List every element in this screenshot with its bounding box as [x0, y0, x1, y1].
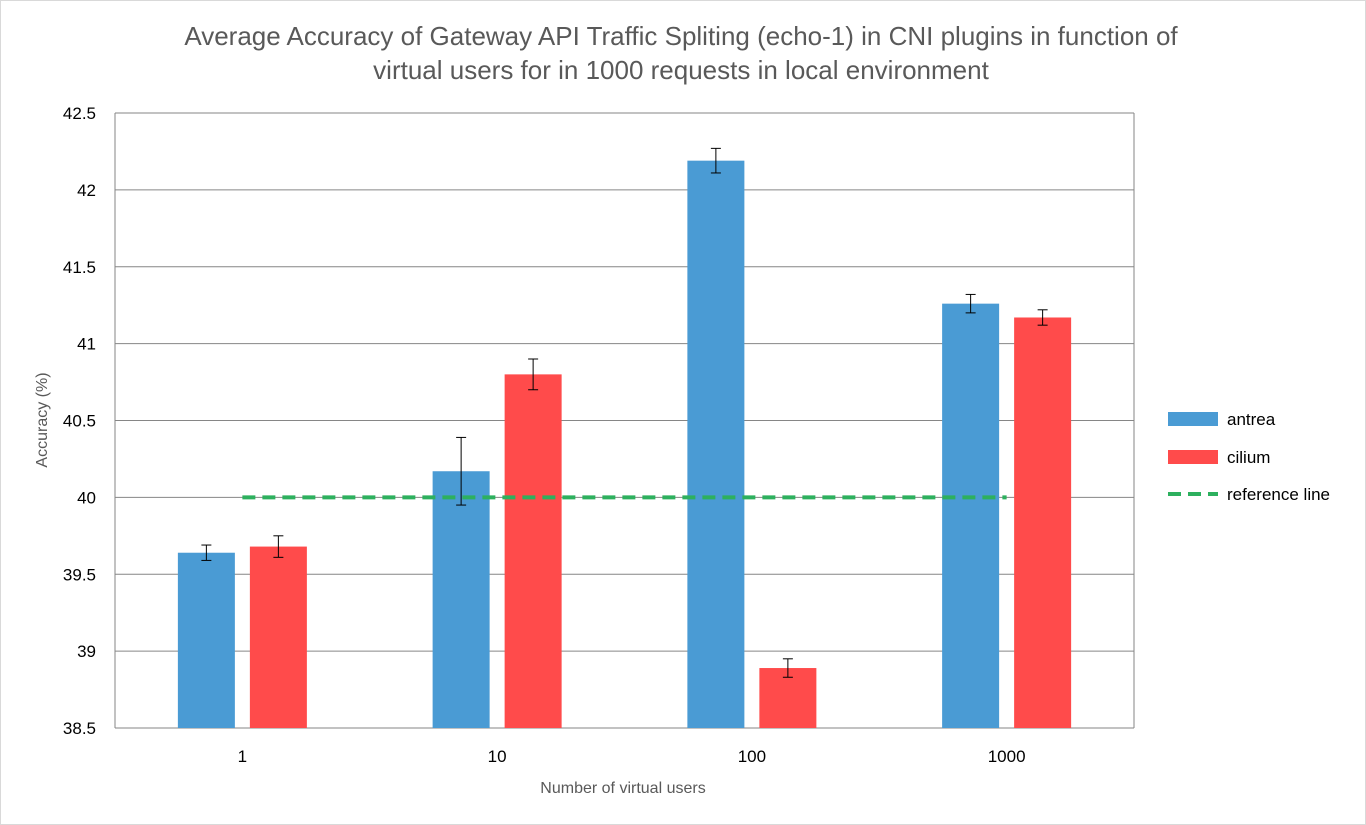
x-tick-label: 10 — [488, 747, 507, 766]
y-tick-label: 42 — [77, 181, 96, 200]
x-axis-label: Number of virtual users — [540, 780, 705, 797]
legend-swatch-cilium — [1168, 450, 1218, 464]
x-tick-label: 1000 — [988, 747, 1026, 766]
bar-antrea — [942, 303, 1000, 728]
legend: antrea cilium reference line — [1168, 410, 1330, 504]
legend-swatch-antrea — [1168, 412, 1218, 426]
bar-antrea — [687, 160, 745, 729]
bar-cilium — [759, 668, 817, 728]
y-tick-label: 40.5 — [63, 412, 96, 431]
y-tick-label: 39.5 — [63, 565, 96, 584]
bar-antrea — [432, 471, 490, 728]
y-tick-label: 40 — [77, 488, 96, 507]
bar-cilium — [504, 374, 562, 728]
y-tick-label: 41.5 — [63, 258, 96, 277]
x-tick-label: 100 — [738, 747, 766, 766]
bar-antrea — [177, 552, 235, 728]
x-tick-label: 1 — [238, 747, 247, 766]
y-tick-label: 39 — [77, 642, 96, 661]
y-axis-ticks: 38.5 39 39.5 40 40.5 41 41.5 42 42.5 — [63, 104, 96, 738]
y-axis-label: Accuracy (%) — [34, 372, 51, 467]
y-tick-label: 38.5 — [63, 719, 96, 738]
chart-title-line-2: virtual users for in 1000 requests in lo… — [373, 55, 989, 85]
chart-title-line-1: Average Accuracy of Gateway API Traffic … — [184, 21, 1178, 51]
x-axis-ticks: 1 10 100 1000 — [238, 747, 1026, 766]
bars — [177, 160, 1072, 729]
y-tick-label: 42.5 — [63, 104, 96, 123]
legend-label-reference-line: reference line — [1227, 485, 1330, 504]
bar-cilium — [1014, 317, 1072, 728]
legend-label-antrea: antrea — [1227, 410, 1276, 429]
legend-label-cilium: cilium — [1227, 448, 1270, 467]
y-tick-label: 41 — [77, 335, 96, 354]
bar-cilium — [249, 546, 307, 728]
error-bars — [201, 147, 1048, 678]
